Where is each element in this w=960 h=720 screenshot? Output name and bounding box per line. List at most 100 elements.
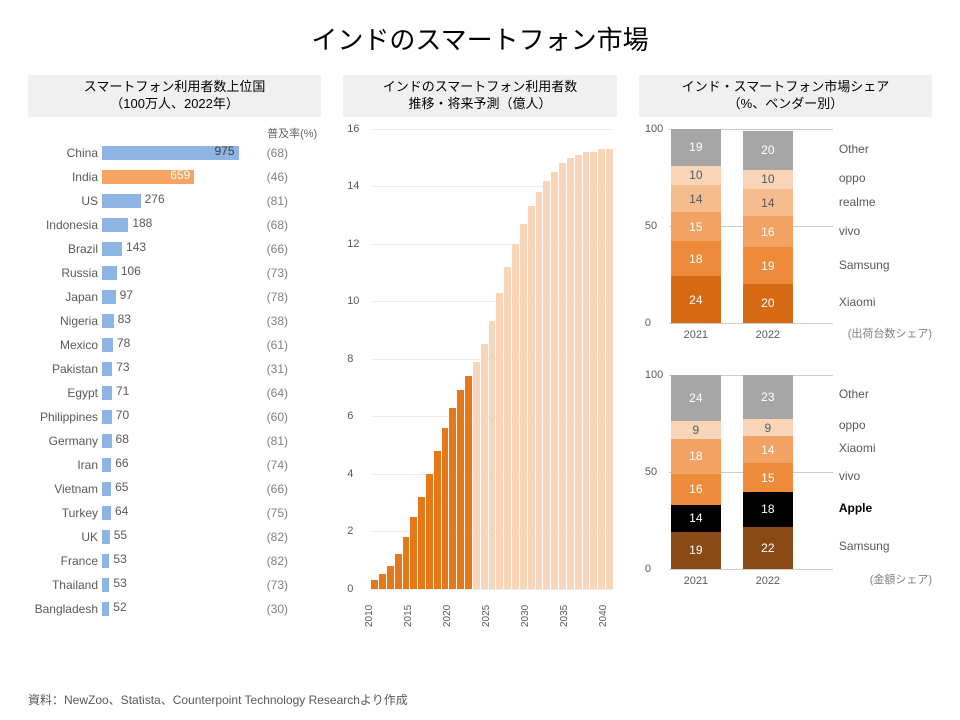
hbar-value: 52	[113, 600, 126, 614]
hbar-row: Egypt71(64)	[28, 381, 321, 405]
ytick: 12	[347, 238, 359, 250]
hbar-label: India	[28, 170, 102, 184]
vbar	[418, 497, 425, 589]
legend-item: Other	[839, 387, 869, 401]
stack-segment: 18	[671, 241, 721, 276]
vbar	[371, 580, 378, 589]
ytick: 50	[645, 466, 657, 478]
hbar-value: 68	[116, 432, 129, 446]
hbar-label: Pakistan	[28, 362, 102, 376]
stack-segment: 9	[671, 421, 721, 438]
vbar	[489, 321, 496, 588]
hbar-label: Turkey	[28, 506, 102, 520]
hbar-pct: (74)	[242, 458, 288, 472]
hbar-pct: (46)	[242, 170, 288, 184]
hbar-pct: (66)	[242, 242, 288, 256]
vbar	[403, 537, 410, 589]
vbar	[504, 267, 511, 589]
legend-item: Samsung	[839, 258, 890, 272]
hbar-label: US	[28, 194, 102, 208]
hbar-value: 53	[113, 552, 126, 566]
legend-item: Apple	[839, 501, 872, 515]
hbar-bar	[102, 482, 111, 496]
hbar-label: Brazil	[28, 242, 102, 256]
hbar-row: Mexico 78 (61)	[28, 333, 321, 357]
stack-segment: 24	[671, 276, 721, 323]
vbar	[536, 192, 543, 589]
hbar-pct: (73)	[242, 578, 288, 592]
hbar-row: Philippines70(60)	[28, 405, 321, 429]
legend-item: Other	[839, 142, 869, 156]
hbar-label: UK	[28, 530, 102, 544]
ytick: 0	[645, 563, 651, 575]
hbar-value: 64	[115, 504, 128, 518]
hbar-bar	[102, 506, 111, 520]
vbar	[457, 390, 464, 588]
stack-segment: 18	[671, 439, 721, 474]
hbar-bar	[102, 530, 110, 544]
hbar-row: Indonesia188(68)	[28, 213, 321, 237]
hbar-row: France53(82)	[28, 549, 321, 573]
page-title: インドのスマートフォン市場	[28, 20, 932, 57]
hbar-bar	[102, 290, 116, 304]
hbar-bar	[102, 194, 141, 208]
hbar-row: UK 55 (82)	[28, 525, 321, 549]
stack-segment: 16	[671, 474, 721, 505]
xtick: 2022	[743, 329, 793, 341]
hbar-label: Mexico	[28, 338, 102, 352]
hbar-row: Japan97(78)	[28, 285, 321, 309]
hbar-value: 53	[113, 576, 126, 590]
hbar-row: China975(68)	[28, 141, 321, 165]
hbar-label: Japan	[28, 290, 102, 304]
legend-item: realme	[839, 195, 876, 209]
hbar-label: Germany	[28, 434, 102, 448]
ytick: 8	[347, 353, 353, 365]
hbar-value: 276	[145, 192, 165, 206]
hbar-pct: (81)	[242, 194, 288, 208]
stack-segment: 14	[671, 185, 721, 212]
vbar	[473, 362, 480, 589]
hbar-pct: (30)	[242, 602, 288, 616]
hbar-value: 55	[114, 528, 127, 542]
hbar-bar	[102, 362, 112, 376]
stack-segment: 14	[743, 189, 793, 216]
stack-segment: 14	[671, 505, 721, 532]
legend-item: oppo	[839, 171, 866, 185]
hbar-bar	[102, 386, 112, 400]
hbar-pct: (38)	[242, 314, 288, 328]
hbar-value: 106	[121, 264, 141, 278]
hbar-label: Iran	[28, 458, 102, 472]
hbar-pct: (73)	[242, 266, 288, 280]
stack-segment: 19	[671, 532, 721, 569]
ytick: 14	[347, 180, 359, 192]
hbar-pct: (61)	[242, 338, 288, 352]
hbar-bar	[102, 242, 122, 256]
stacked-chart-bottom: 0501001914161892422181514923SamsungApple…	[639, 371, 932, 601]
vbar	[559, 163, 566, 589]
hbar-value: 97	[120, 288, 133, 302]
hbar-bar	[102, 266, 117, 280]
hbar-pct: (66)	[242, 482, 288, 496]
ytick: 50	[645, 220, 657, 232]
hbar-bar	[102, 218, 128, 232]
hbar-label: Bangladesh	[28, 602, 102, 616]
ytick: 100	[645, 123, 663, 135]
vbar	[410, 517, 417, 589]
xtick: 2030	[520, 605, 531, 627]
right-panel: インド・スマートフォン市場シェア（%、ベンダー別） 05010024181514…	[639, 75, 932, 625]
xtick: 2020	[442, 605, 453, 627]
hbar-label: China	[28, 146, 102, 160]
vbar	[426, 474, 433, 589]
vbar	[387, 566, 394, 589]
hbar-label: Egypt	[28, 386, 102, 400]
stack-segment: 19	[671, 129, 721, 166]
hbar-value: 78	[117, 336, 130, 350]
source-note: 資料：NewZoo、Statista、Counterpoint Technolo…	[28, 691, 408, 708]
hbar-value: 83	[118, 312, 131, 326]
stack-segment: 20	[743, 131, 793, 170]
hbar-label: Philippines	[28, 410, 102, 424]
stack-segment: 23	[743, 375, 793, 419]
hbar-pct: (82)	[242, 530, 288, 544]
hbar-chart: 普及率(%) China975(68)India659(46)US276(81)…	[28, 125, 321, 621]
legend-item: vivo	[839, 224, 860, 238]
